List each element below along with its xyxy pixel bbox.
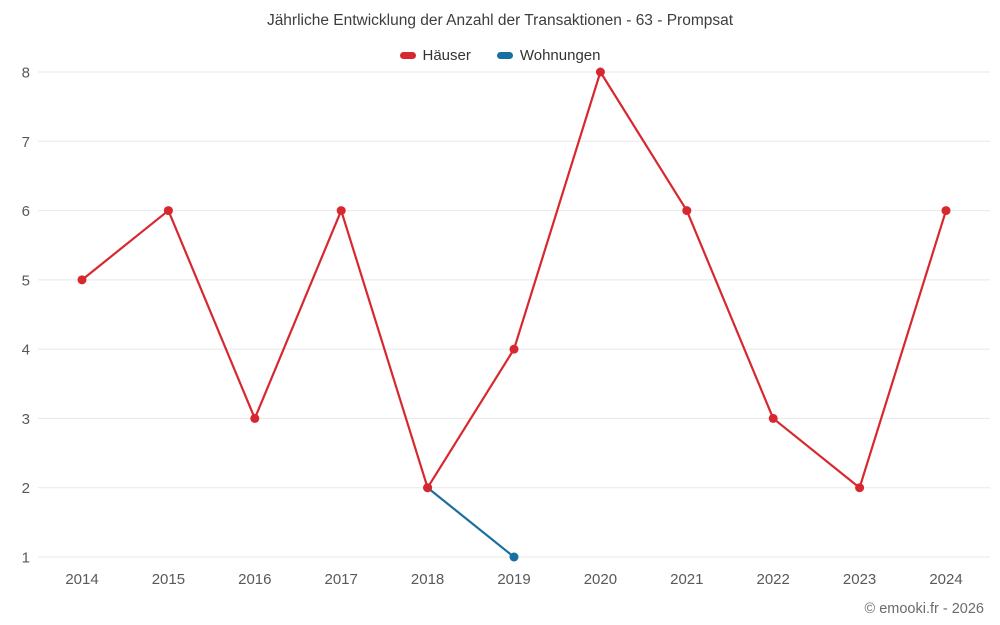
svg-text:1: 1 xyxy=(22,550,30,567)
svg-text:2020: 2020 xyxy=(584,571,617,588)
svg-text:2023: 2023 xyxy=(843,571,876,588)
svg-text:2022: 2022 xyxy=(757,571,790,588)
legend-label-wohnungen: Wohnungen xyxy=(519,47,601,64)
legend-marker-wohnungen xyxy=(496,52,513,59)
credit-text: © emooki.fr - 2026 xyxy=(864,601,984,617)
legend-item-haeuser[interactable]: Häuser xyxy=(399,47,471,64)
svg-text:4: 4 xyxy=(22,342,30,359)
svg-text:7: 7 xyxy=(22,134,30,151)
svg-text:2018: 2018 xyxy=(411,571,444,588)
chart-legend: Häuser Wohnungen xyxy=(0,47,1000,64)
svg-text:2014: 2014 xyxy=(65,571,98,588)
svg-text:2015: 2015 xyxy=(152,571,185,588)
legend-label-haeuser: Häuser xyxy=(422,47,471,64)
svg-text:8: 8 xyxy=(22,65,30,82)
svg-text:3: 3 xyxy=(22,411,30,428)
svg-text:2016: 2016 xyxy=(238,571,271,588)
svg-text:6: 6 xyxy=(22,203,30,220)
svg-text:2: 2 xyxy=(22,480,30,497)
chart-title: Jährliche Entwicklung der Anzahl der Tra… xyxy=(266,12,734,29)
svg-text:2019: 2019 xyxy=(497,571,530,588)
svg-text:5: 5 xyxy=(22,272,30,289)
legend-marker-haeuser xyxy=(399,52,416,59)
svg-text:2024: 2024 xyxy=(929,571,962,588)
legend-item-wohnungen[interactable]: Wohnungen xyxy=(496,47,601,64)
svg-text:2017: 2017 xyxy=(325,571,358,588)
svg-text:2021: 2021 xyxy=(670,571,703,588)
